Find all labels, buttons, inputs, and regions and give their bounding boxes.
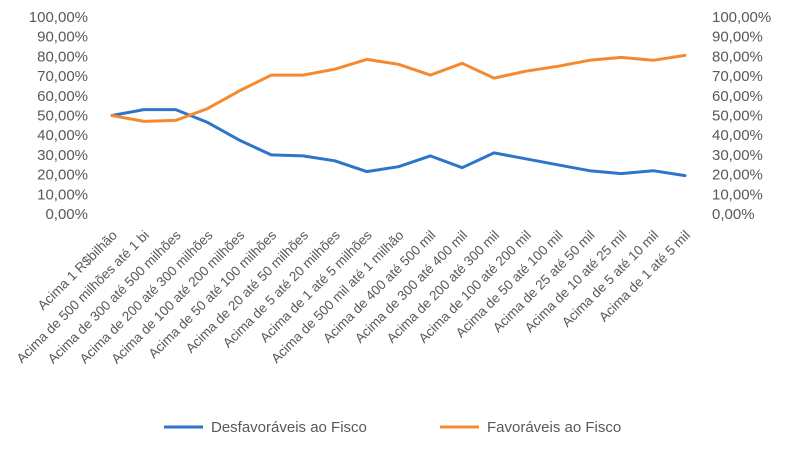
y-tick-label-left: 10,00% <box>37 186 88 203</box>
y-tick-label-left: 20,00% <box>37 167 88 184</box>
y-tick-label-left: 90,00% <box>37 29 88 46</box>
y-tick-label-right: 0,00% <box>712 206 755 223</box>
series-lines <box>110 53 687 178</box>
y-tick-label-left: 0,00% <box>45 206 88 223</box>
y-tick-label-right: 70,00% <box>712 68 763 85</box>
y-tick-label-right: 30,00% <box>712 147 763 164</box>
y-tick-label-right: 50,00% <box>712 108 763 125</box>
y-tick-label-right: 20,00% <box>712 167 763 184</box>
y-axis-left: 0,00% 10,00% 20,00% 30,00% 40,00% 50,00% 60,00… <box>29 9 88 223</box>
y-tick-label-right: 80,00% <box>712 48 763 65</box>
legend: Desfavoráveis ao Fisco Favoráveis ao Fisc… <box>164 419 621 436</box>
y-tick-label-left: 30,00% <box>37 147 88 164</box>
y-tick-label-right: 90,00% <box>712 29 763 46</box>
y-tick-label-right: 40,00% <box>712 127 763 144</box>
series-line-1 <box>110 108 687 178</box>
y-tick-label-left: 100,00% <box>29 9 88 26</box>
y-tick-label-left: 80,00% <box>37 48 88 65</box>
y-axis-right: 0,00% 10,00% 20,00% 30,00% 40,00% 50,00% 60,00… <box>712 9 771 223</box>
y-tick-label-right: 100,00% <box>712 9 771 26</box>
series-line-2 <box>110 53 687 123</box>
y-tick-label-left: 40,00% <box>37 127 88 144</box>
y-tick-label-right: 60,00% <box>712 88 763 105</box>
y-tick-label-left: 60,00% <box>37 88 88 105</box>
legend-label: Desfavoráveis ao Fisco <box>211 419 367 436</box>
legend-label: Favoráveis ao Fisco <box>487 419 621 436</box>
y-tick-label-right: 10,00% <box>712 186 763 203</box>
y-tick-label-left: 70,00% <box>37 68 88 85</box>
y-tick-label-left: 50,00% <box>37 108 88 125</box>
